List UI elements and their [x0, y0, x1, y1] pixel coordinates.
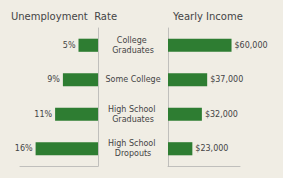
svg-text:Yearly Income: Yearly Income [172, 11, 243, 22]
svg-text:High School: High School [108, 139, 158, 148]
svg-text:9%: 9% [47, 75, 60, 84]
svg-text:$37,000: $37,000 [210, 75, 243, 84]
svg-text:Dropouts: Dropouts [115, 149, 152, 158]
svg-text:High School: High School [108, 105, 158, 114]
svg-text:Some College: Some College [105, 75, 160, 84]
svg-text:Unemployment Rate: Unemployment Rate [11, 11, 117, 22]
svg-text:Graduates: Graduates [112, 115, 154, 124]
svg-text:16%: 16% [15, 144, 33, 153]
svg-text:5%: 5% [63, 41, 76, 50]
svg-text:$60,000: $60,000 [235, 41, 268, 50]
svg-text:College: College [117, 36, 149, 45]
svg-text:$23,000: $23,000 [195, 144, 228, 153]
svg-text:11%: 11% [34, 110, 52, 119]
svg-text:$32,000: $32,000 [205, 110, 238, 119]
svg-text:Graduates: Graduates [112, 46, 154, 55]
